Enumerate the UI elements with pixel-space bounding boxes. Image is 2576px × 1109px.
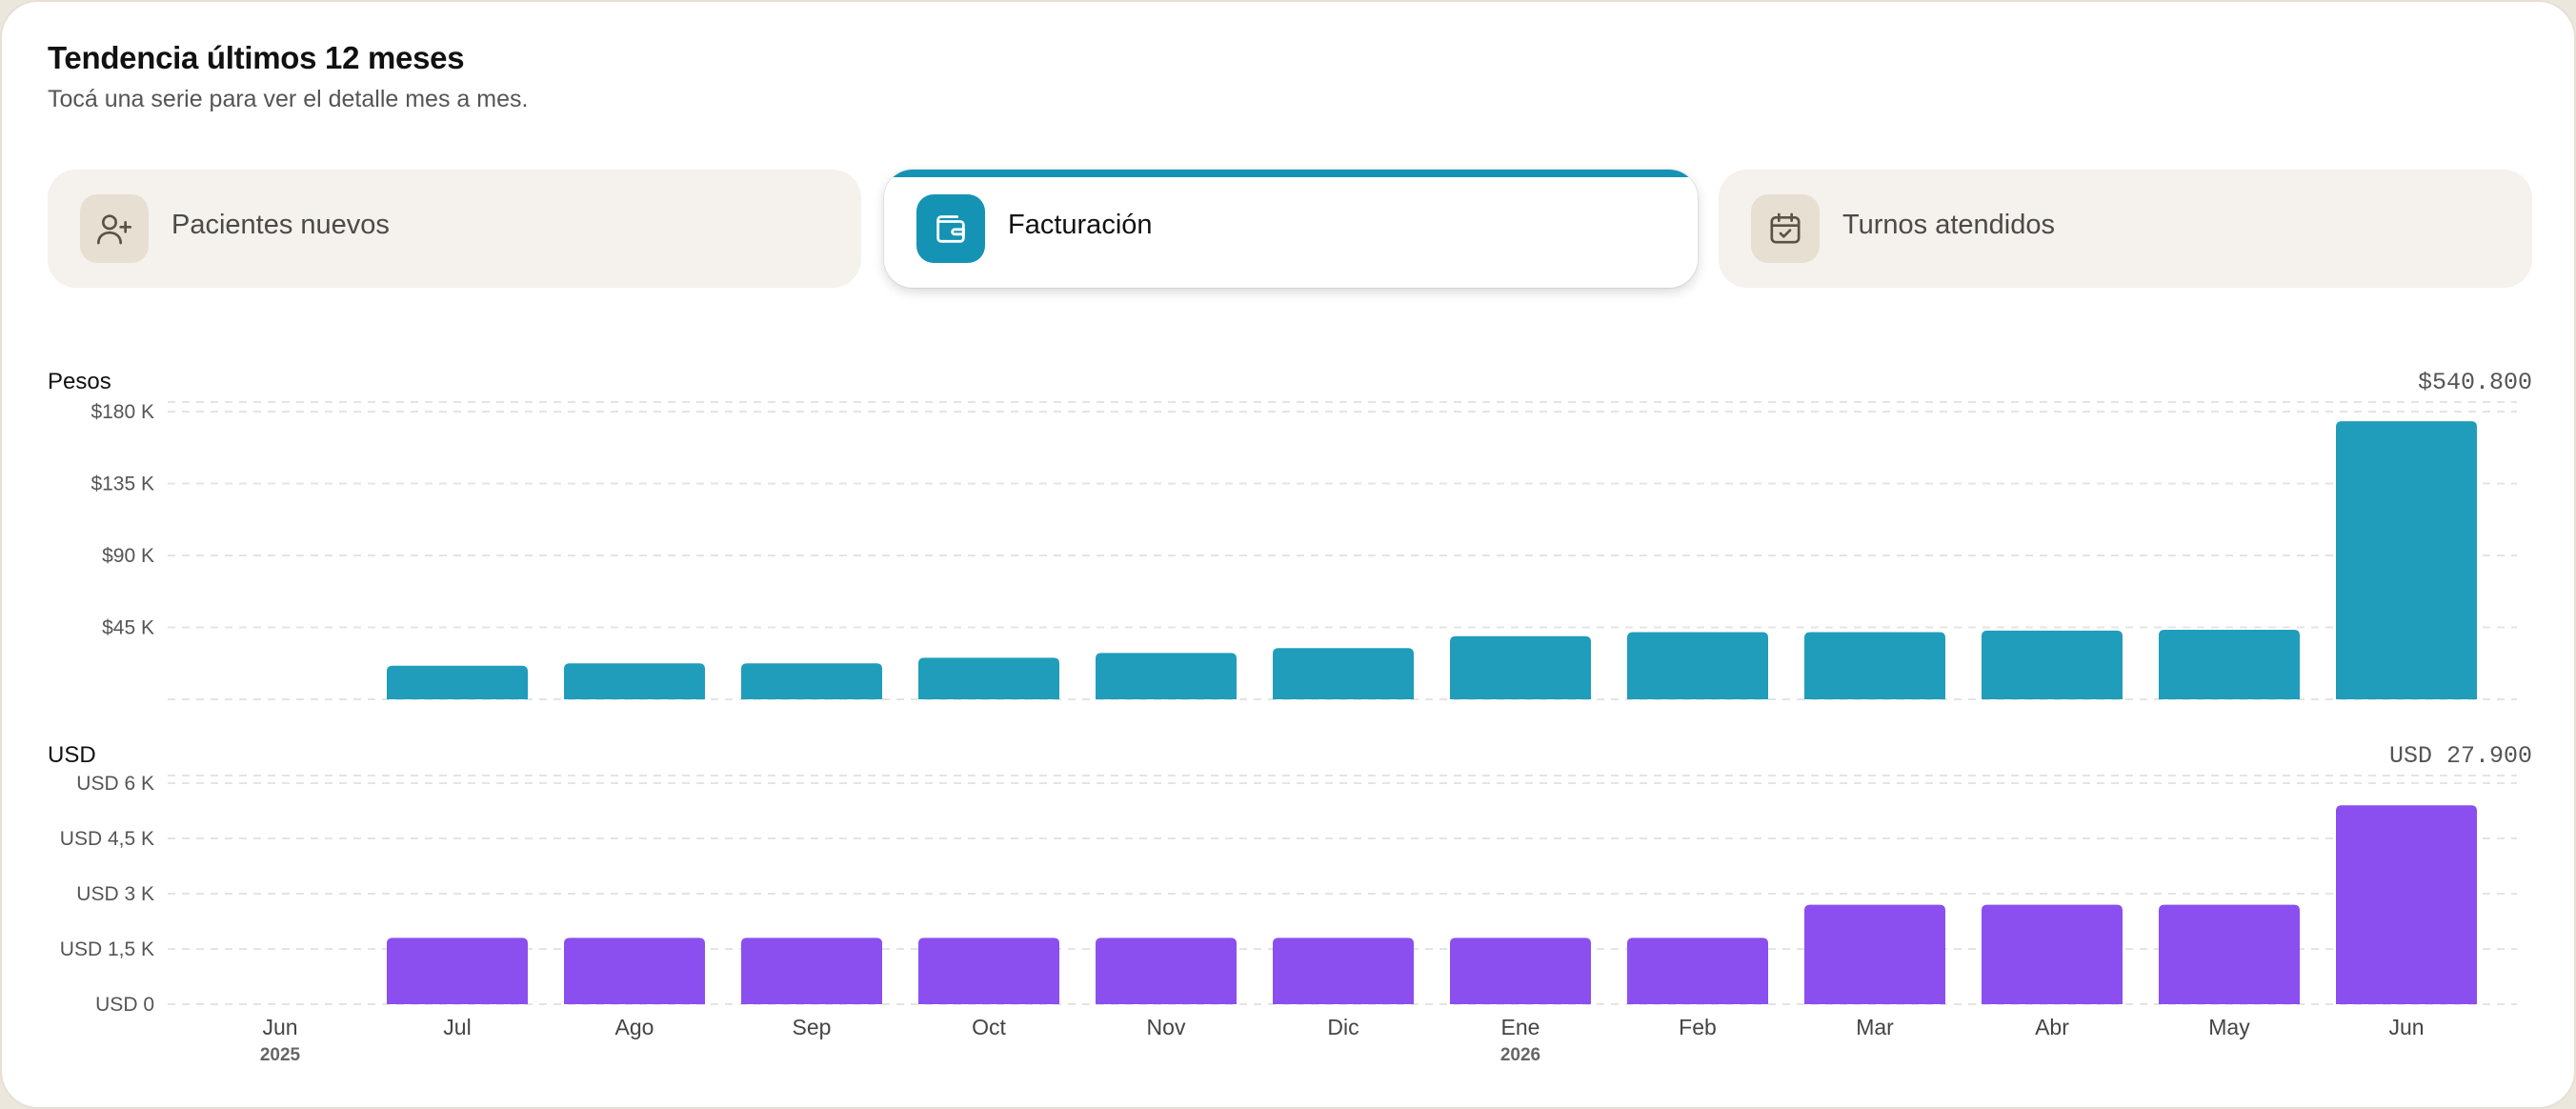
pesos-bar [1273, 648, 1414, 699]
x-tick-label: Dic [1327, 1015, 1358, 1039]
usd-bar [741, 938, 882, 1004]
billing-chart: Pesos $540.800 $45 K $90 K $135 K $180 K USD US… [48, 369, 2532, 1065]
pesos-bar [1627, 632, 1768, 699]
user-plus-icon [80, 194, 149, 263]
x-year-label: 2026 [1500, 1045, 1540, 1065]
pesos-tick-label: $90 K [102, 545, 154, 567]
usd-tick-label: USD 6 K [76, 773, 154, 795]
page-title: Tendencia últimos 12 meses [48, 40, 465, 75]
usd-bar [564, 938, 705, 1004]
pesos-panel-total: $540.800 [2418, 369, 2532, 396]
pesos-bar [1982, 630, 2123, 699]
tab-facturacion[interactable]: Facturación [884, 170, 1698, 288]
pesos-bar [741, 663, 882, 699]
pesos-bar [2336, 421, 2477, 699]
page-subtitle: Tocá una serie para ver el detalle mes a… [48, 86, 529, 112]
usd-panel-total: USD 27.900 [2389, 742, 2532, 770]
pesos-bar [1450, 635, 1591, 699]
usd-bar [1450, 938, 1591, 1004]
usd-bar [1627, 938, 1768, 1004]
tab-turnos-atendidos[interactable]: Turnos atendidos [1719, 170, 2532, 288]
tab-pacientes-nuevos[interactable]: Pacientes nuevos [48, 170, 861, 288]
wallet-icon [916, 194, 985, 263]
tab-label: Turnos atendidos [1842, 210, 2056, 240]
usd-bar [1273, 938, 1414, 1004]
x-tick-label: Jun [2388, 1015, 2424, 1039]
x-tick-label: Oct [972, 1015, 1006, 1039]
calendar-check-icon [1751, 194, 1820, 263]
x-tick-label: Mar [1856, 1015, 1894, 1039]
pesos-tick-label: $135 K [91, 474, 154, 495]
x-tick-label: Ene [1501, 1015, 1540, 1039]
usd-bar [2336, 805, 2477, 1004]
usd-bar [1982, 904, 2123, 1004]
pesos-bar [2159, 630, 2300, 699]
usd-bar [387, 938, 528, 1004]
usd-tick-label: USD 0 [95, 994, 154, 1016]
usd-bar [2159, 904, 2300, 1004]
x-tick-label: Abr [2035, 1015, 2069, 1039]
x-tick-label: Nov [1147, 1015, 1186, 1039]
usd-tick-label: USD 3 K [76, 883, 154, 905]
x-tick-label: Feb [1679, 1015, 1717, 1039]
pesos-tick-label: $45 K [102, 617, 154, 639]
x-tick-label: Sep [793, 1015, 832, 1039]
pesos-tick-label: $180 K [91, 401, 154, 423]
x-tick-label: May [2208, 1015, 2250, 1039]
usd-tick-label: USD 1,5 K [60, 938, 154, 960]
x-year-label: 2025 [260, 1045, 301, 1065]
pesos-bar [564, 663, 705, 699]
usd-bar [1804, 904, 1945, 1004]
usd-bar [918, 938, 1059, 1004]
tab-label: Facturación [1008, 210, 1153, 240]
x-tick-label: Ago [615, 1015, 654, 1039]
usd-bar [1096, 938, 1237, 1004]
usd-panel-label: USD [48, 742, 96, 768]
pesos-bar [918, 657, 1059, 699]
x-tick-label: Jun [262, 1015, 297, 1039]
pesos-panel-label: Pesos [48, 369, 111, 394]
pesos-bar [387, 665, 528, 699]
tab-label: Pacientes nuevos [171, 210, 390, 240]
pesos-bar [1096, 653, 1237, 699]
pesos-bar [1804, 632, 1945, 699]
usd-tick-label: USD 4,5 K [60, 828, 154, 850]
x-tick-label: Jul [443, 1015, 471, 1039]
